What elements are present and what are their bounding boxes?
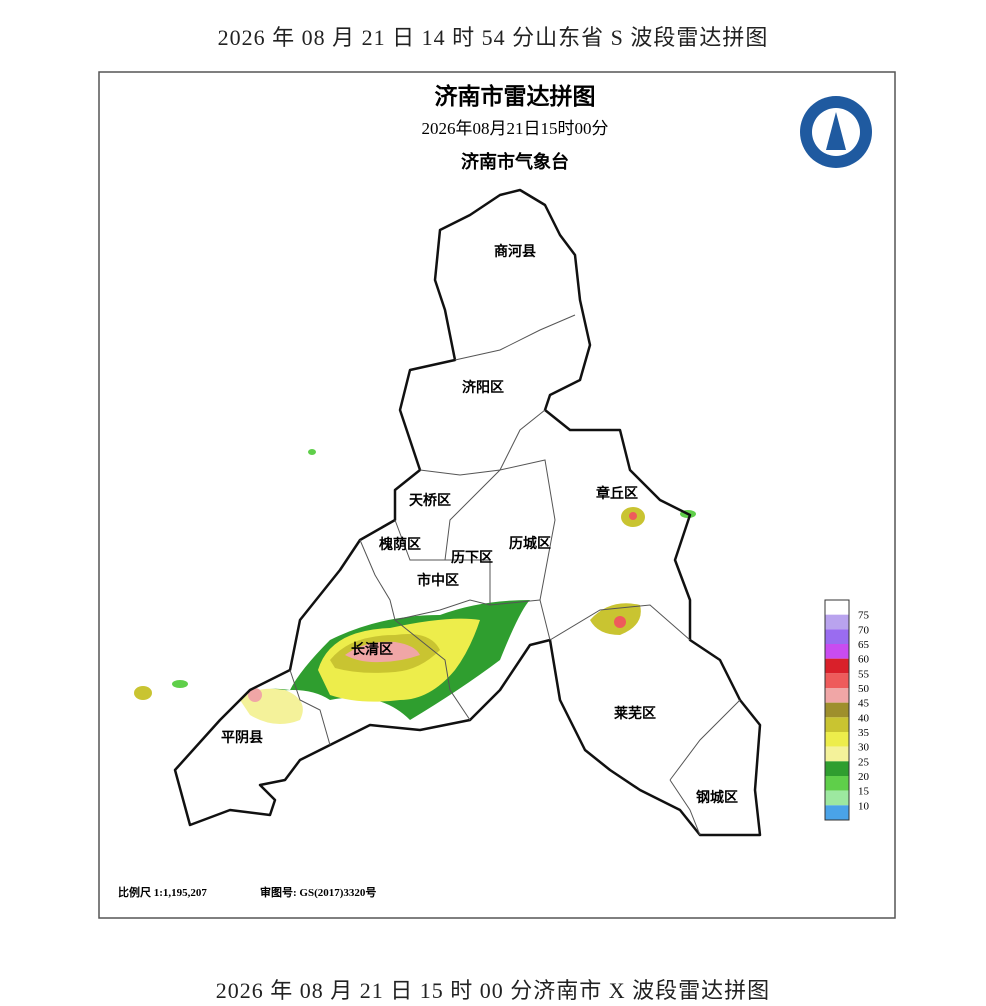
district-label: 钢城区 [696,789,738,806]
district-label: 商河县 [494,243,536,260]
legend-tick-label: 45 [858,698,870,710]
legend-tick-label: 55 [858,668,870,680]
radar-echoes [134,449,696,724]
legend-tick-label: 65 [858,639,870,651]
district-label: 槐荫区 [378,536,421,553]
district-label: 章丘区 [596,485,638,502]
logo [800,96,872,168]
map-title: 济南市雷达拼图 [435,83,596,109]
district-label: 长清区 [351,641,393,658]
legend-swatch [825,702,849,718]
legend-swatch [825,688,849,703]
map-agency: 济南市气象台 [461,151,569,172]
city-boundary [173,188,762,837]
legend-swatch [825,732,849,747]
legend-swatch [825,717,849,732]
legend-tick-label: 10 [858,800,870,812]
legend-swatch [825,761,849,776]
approval-text: 审图号: GS(2017)3320号 [260,885,376,899]
legend-swatch [825,658,849,674]
district-boundaries [289,314,741,836]
legend-tick-label: 70 [858,624,870,636]
legend-tick-label: 20 [858,771,870,783]
district-label: 天桥区 [409,492,451,509]
legend-swatch [825,614,849,630]
bottom-caption: 2026 年 08 月 21 日 15 时 00 分济南市 X 波段雷达拼图 [215,978,771,1003]
district-label: 济阳区 [462,379,504,396]
district-label: 莱芜区 [614,705,656,722]
map-time: 2026年08月21日15时00分 [422,119,609,138]
top-caption: 2026 年 08 月 21 日 14 时 54 分山东省 S 波段雷达拼图 [217,25,769,50]
legend-tick-label: 30 [858,742,870,754]
legend-frame [824,599,850,821]
district-label: 平阴县 [221,730,263,746]
legend-tick-label: 25 [858,756,870,768]
legend-swatch [825,776,849,791]
map-frame [98,71,896,919]
legend-swatch [825,629,849,644]
legend-tick-label: 15 [858,786,870,798]
legend-tick-label: 40 [858,712,870,724]
legend-tick-label: 60 [858,654,870,666]
legend-swatch [825,600,849,615]
legend-tick-label: 35 [858,727,870,739]
district-label: 市中区 [417,572,459,589]
legend-swatch [825,790,849,806]
legend-swatch [825,805,849,820]
legend-swatch [825,746,849,762]
district-label: 历下区 [451,550,493,566]
scale-text: 比例尺 1:1,195,207 [118,885,207,899]
legend-swatch [825,673,849,688]
legend-tick-label: 75 [858,610,870,622]
district-label: 历城区 [509,535,551,552]
legend-tick-label: 50 [858,683,870,695]
legend-swatch [825,644,849,659]
